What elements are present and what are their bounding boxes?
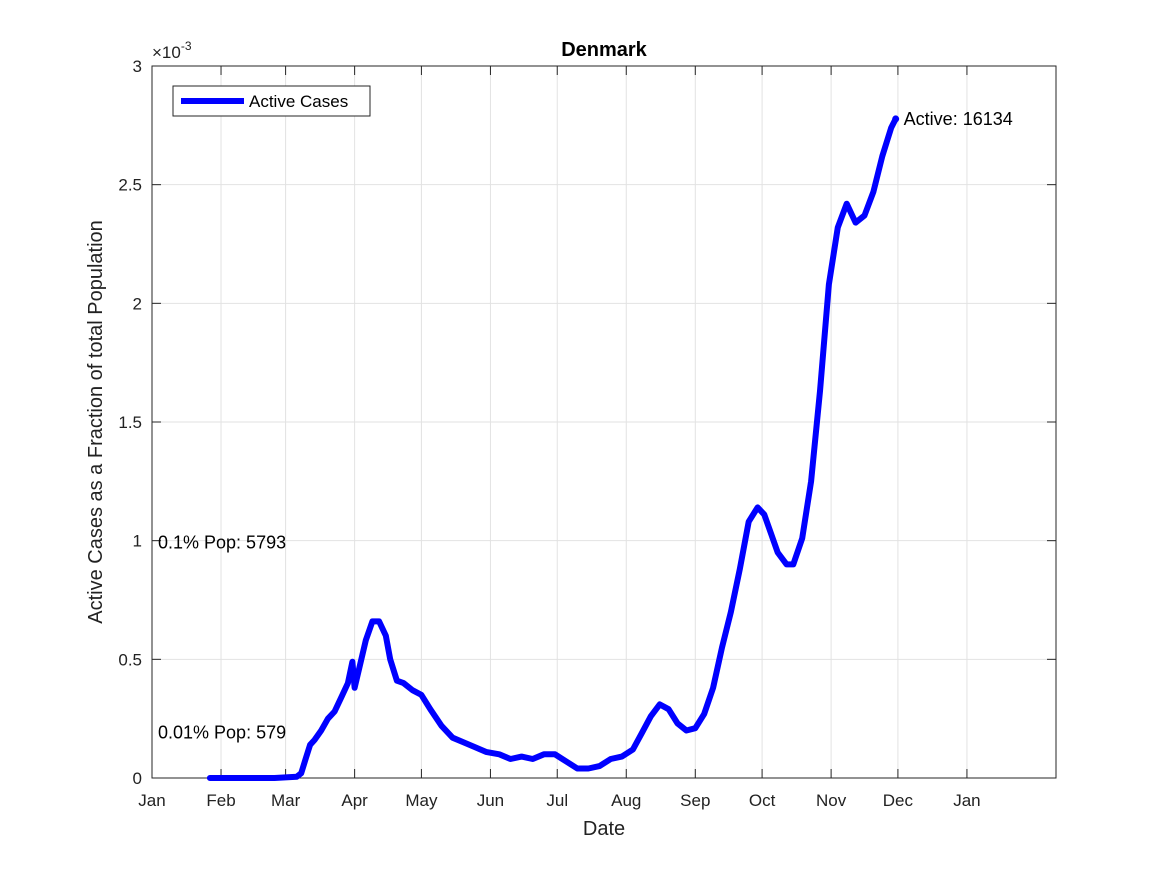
annotations: Active: 16134 0.1% Pop: 5793 0.01% Pop: 57…: [158, 109, 1013, 742]
legend: Active Cases: [172, 85, 371, 117]
x-tick-label: Jul: [546, 791, 568, 810]
annotation-label: Active: 16134: [904, 109, 1013, 129]
annotation-label: 0.1% Pop: 5793: [158, 533, 286, 553]
x-tick-label: May: [405, 791, 438, 810]
x-tick-label: Sep: [680, 791, 710, 810]
x-tick-label: Jan: [953, 791, 980, 810]
x-tick-label: Jun: [477, 791, 504, 810]
series-line-active-cases: [206, 115, 899, 781]
x-tick-label: Oct: [749, 791, 776, 810]
x-tick-label: Feb: [206, 791, 235, 810]
y-tick-label: 0: [133, 769, 142, 788]
x-tick-label: Jan: [138, 791, 165, 810]
legend-label: Active Cases: [249, 92, 348, 111]
y-tick-label: 3: [133, 57, 142, 76]
x-axis-label: Date: [583, 818, 625, 840]
x-tick-label: Aug: [611, 791, 641, 810]
x-tick-label: Dec: [883, 791, 914, 810]
axis-ticks: Jan Feb Mar Apr May Jun Jul Aug Sep Oct Nov Dec Jan 0…: [118, 57, 1056, 810]
y-tick-label: 1: [133, 532, 142, 551]
y-tick-label: 2: [133, 294, 142, 313]
x-tick-label: Apr: [341, 791, 368, 810]
annotation-label: 0.01% Pop: 579: [158, 722, 286, 742]
y-axis-label: Active Cases as a Fraction of total Popu…: [85, 220, 107, 624]
y-tick-label: 1.5: [118, 413, 142, 432]
x-tick-label: Nov: [816, 791, 847, 810]
x-tick-label: Mar: [271, 791, 301, 810]
y-axis-exponent: ×10-3: [152, 39, 192, 62]
annotation-marker: [892, 115, 900, 123]
chart-title: Denmark: [561, 39, 647, 61]
series: [206, 115, 899, 781]
y-tick-label: 0.5: [118, 650, 142, 669]
y-tick-label: 2.5: [118, 176, 142, 195]
